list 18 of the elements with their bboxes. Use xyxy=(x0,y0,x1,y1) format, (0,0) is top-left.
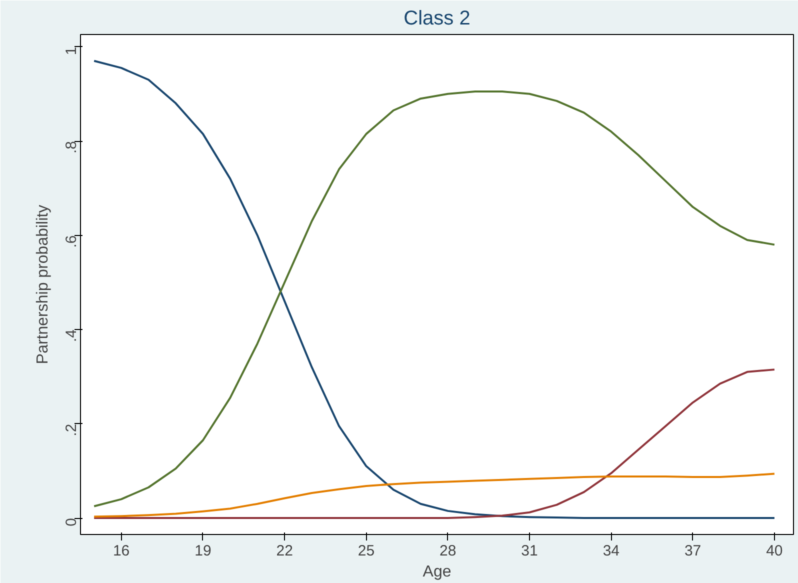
y-tick-label: .4 xyxy=(63,330,80,342)
y-axis-title: Partnership probability xyxy=(34,204,52,364)
x-tick-label: 25 xyxy=(358,542,375,560)
x-tick-label: 31 xyxy=(521,542,538,560)
y-tick-label: .6 xyxy=(63,235,80,248)
y-tick-label: .2 xyxy=(63,424,80,436)
x-tick-label: 34 xyxy=(602,542,620,560)
y-tick-label: 1 xyxy=(63,46,80,56)
x-tick-label: 19 xyxy=(194,542,212,560)
x-tick-label: 28 xyxy=(440,542,456,560)
x-axis-title: Age xyxy=(422,564,452,580)
y-tick-label: 0 xyxy=(63,518,80,526)
x-tick-label: 22 xyxy=(276,542,293,560)
chart-title: Class 2 xyxy=(404,8,470,30)
x-tick-label: 37 xyxy=(684,542,702,560)
x-tick-label: 16 xyxy=(112,542,130,560)
y-tick-label: .8 xyxy=(63,140,80,154)
x-tick-label: 40 xyxy=(766,542,783,560)
